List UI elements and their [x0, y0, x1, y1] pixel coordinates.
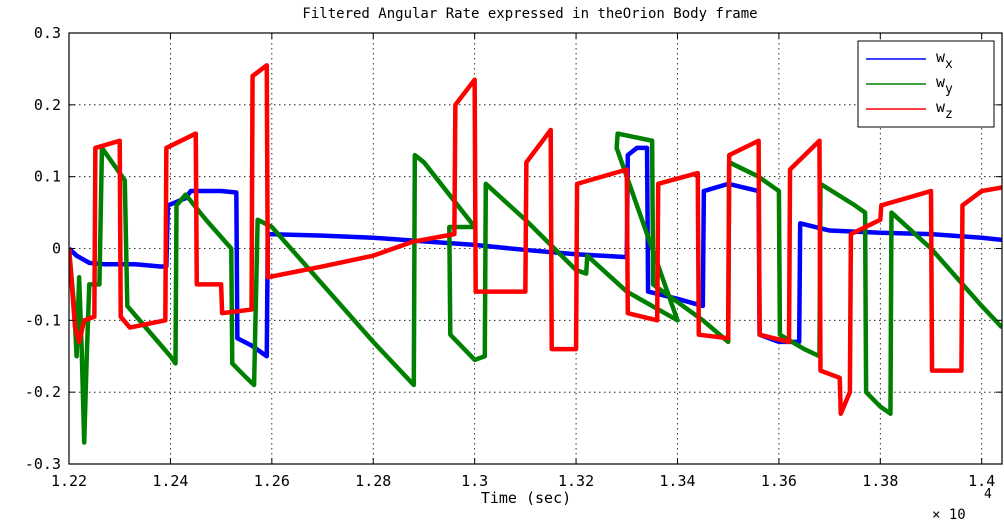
- y-tick-label: -0.1: [25, 311, 61, 329]
- x-multiplier: × 10 4: [932, 487, 992, 523]
- x-tick-label: 1.24: [152, 472, 188, 490]
- y-tick-label: 0: [52, 240, 61, 258]
- ticks: [68, 32, 1002, 465]
- grid: [68, 32, 1002, 465]
- legend-label: wy: [936, 73, 953, 97]
- y-tick-label: 0.2: [34, 96, 61, 114]
- x-multiplier-exponent: 4: [984, 487, 992, 502]
- tick-labels: 1.22 1.24 1.26 1.28 1.3 1.32 1.34 1.36 1.38 1.4 -0…: [25, 24, 995, 490]
- y-tick-label: -0.3: [25, 455, 61, 473]
- x-tick-label: 1.38: [862, 472, 898, 490]
- legend-entry: wz: [866, 98, 953, 122]
- x-tick-label: 1.4: [968, 472, 995, 490]
- y-tick-label: -0.2: [25, 383, 61, 401]
- legend-label: wz: [936, 98, 953, 122]
- y-tick-label: 0.1: [34, 168, 61, 186]
- legend-entry: wx: [866, 48, 953, 72]
- chart-title: Filtered Angular Rate expressed in theOr…: [302, 6, 757, 22]
- x-tick-label: 1.22: [51, 472, 87, 490]
- y-tick-label: 0.3: [34, 24, 61, 42]
- x-tick-label: 1.32: [558, 472, 594, 490]
- x-axis-label: Time (sec): [481, 489, 571, 507]
- x-tick-label: 1.34: [659, 472, 695, 490]
- x-tick-label: 1.3: [461, 472, 488, 490]
- series-line-w-z: [69, 63, 1002, 416]
- x-multiplier-base: × 10: [932, 507, 966, 523]
- x-tick-label: 1.36: [761, 472, 797, 490]
- x-tick-label: 1.26: [254, 472, 290, 490]
- legend-label: wx: [936, 48, 953, 72]
- x-tick-label: 1.28: [355, 472, 391, 490]
- series-layer: [69, 63, 1002, 445]
- legend-entry: wy: [866, 73, 953, 97]
